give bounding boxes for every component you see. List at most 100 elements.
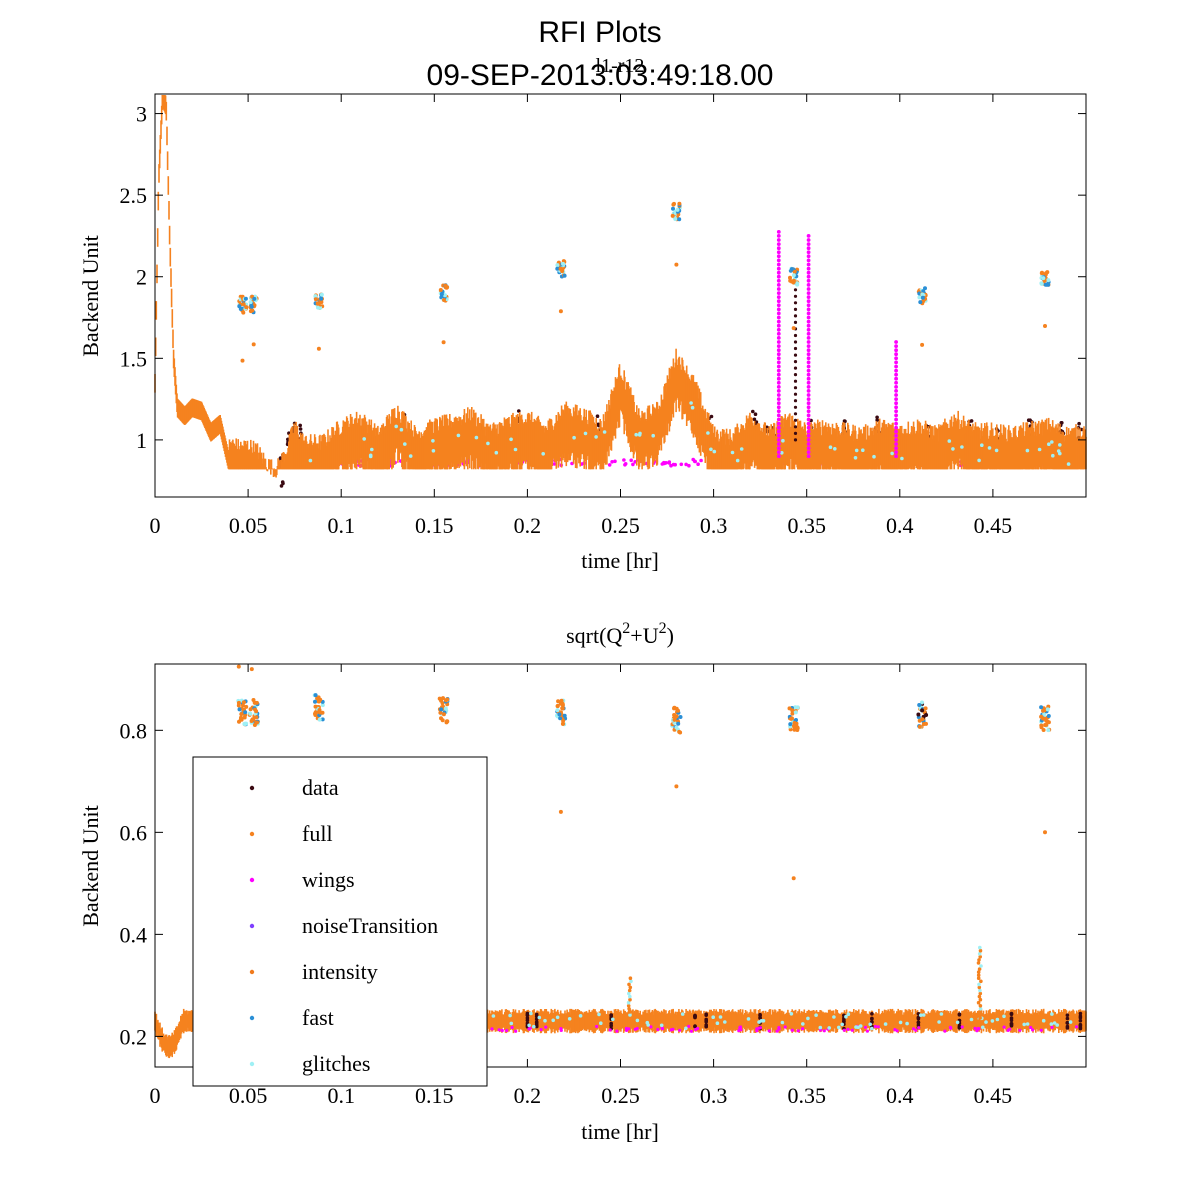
wings-spike-point xyxy=(894,360,898,365)
spike-point xyxy=(979,979,983,984)
data-spike-point xyxy=(793,379,798,383)
spike-point xyxy=(977,952,982,956)
glitch-point xyxy=(529,1011,533,1016)
legend-label-full: full xyxy=(302,821,333,846)
data-spike-point xyxy=(793,301,798,305)
data-spike-point xyxy=(793,392,798,396)
calibration-point xyxy=(1046,714,1051,718)
wings-spike-point xyxy=(776,356,781,361)
legend-marker-full xyxy=(249,831,255,837)
calibration-point xyxy=(555,704,560,709)
wings-spike-point xyxy=(806,327,811,332)
wings-point xyxy=(737,1029,741,1033)
calibration-point xyxy=(253,707,258,712)
data-point xyxy=(298,427,303,431)
x-tick-label: 0.25 xyxy=(601,513,640,538)
data-point xyxy=(693,1024,697,1028)
calibration-point xyxy=(437,696,442,701)
spike-point xyxy=(627,1007,631,1011)
wings-spike-point xyxy=(776,230,781,234)
outlier-point xyxy=(791,876,796,881)
data-spike-point xyxy=(793,333,798,338)
top-panel: 0 0.05 0.1 0.15 0.2 0.25 0.3 0.35 0.4 0.45 1 1.5 2 2… xyxy=(78,93,1087,573)
spike-point xyxy=(977,1013,982,1017)
wings-point xyxy=(656,1027,660,1032)
wings-spike-point xyxy=(776,385,781,389)
spike-point xyxy=(977,982,981,987)
wings-point xyxy=(539,1028,543,1032)
wings-spike-point xyxy=(894,409,898,414)
legend: data full wings noiseTransition intensity fas… xyxy=(192,756,488,1087)
glitch-point xyxy=(646,1023,650,1027)
data-point xyxy=(969,419,974,423)
wings-point xyxy=(873,1024,878,1029)
glitch-point xyxy=(872,454,876,459)
data-point xyxy=(957,1026,962,1030)
top-x-ticks: 0 0.05 0.1 0.15 0.2 0.25 0.3 0.35 0.4 0.45 xyxy=(150,94,1012,538)
calibration-point xyxy=(318,697,323,702)
data-point xyxy=(609,1013,613,1018)
wings-spike-point xyxy=(894,352,898,357)
calibration-point xyxy=(674,725,679,730)
calibration-point xyxy=(561,721,565,726)
data-point xyxy=(1009,1024,1014,1028)
calibration-point xyxy=(795,705,800,710)
glitch-point xyxy=(431,449,436,453)
glitch-point xyxy=(690,405,695,410)
wings-spike-point xyxy=(776,442,781,446)
glitch-point xyxy=(1052,1021,1057,1025)
spike-point xyxy=(976,961,981,965)
glitch-point xyxy=(659,1023,664,1028)
outlier-point xyxy=(674,262,679,267)
outlier-point xyxy=(236,664,241,669)
legend-marker-noiseTransition xyxy=(249,923,255,929)
outlier-point xyxy=(240,358,245,363)
glitch-point xyxy=(818,1025,823,1030)
legend-label-noiseTransition: noiseTransition xyxy=(302,913,438,938)
wings-point xyxy=(1050,1025,1054,1029)
outlier-point xyxy=(558,809,563,814)
wings-spike-point xyxy=(806,450,811,454)
wings-point xyxy=(622,458,626,462)
calibration-point xyxy=(248,707,253,712)
data-point xyxy=(758,1012,762,1017)
data-point xyxy=(758,1016,762,1020)
calibration-point xyxy=(320,717,325,722)
data-spike-point xyxy=(793,294,798,298)
glitch-point xyxy=(718,1015,723,1019)
data-spike-point xyxy=(793,431,798,435)
data-spike-point xyxy=(793,346,798,351)
data-point xyxy=(704,1023,708,1027)
spike-point xyxy=(627,988,632,993)
outlier-point xyxy=(920,342,925,347)
y-tick-label: 0.2 xyxy=(120,1024,148,1049)
glitch-point xyxy=(370,447,374,452)
glitch-point xyxy=(431,439,435,443)
wings-point xyxy=(623,463,627,467)
glitch-point xyxy=(399,427,404,432)
outlier-point xyxy=(249,667,254,672)
calibration-point xyxy=(794,718,798,722)
glitch-point xyxy=(789,1012,794,1016)
glitch-point xyxy=(977,458,981,463)
glitch-point xyxy=(486,441,490,446)
wings-spike-point xyxy=(776,331,781,336)
bottom-y-ticks: 0.2 0.4 0.6 0.8 xyxy=(120,718,1086,1049)
x-tick-label: 0.1 xyxy=(327,1083,355,1108)
wings-spike-point xyxy=(806,344,811,348)
wings-spike-point xyxy=(894,413,898,418)
calibration-point xyxy=(441,696,445,701)
wings-point xyxy=(876,1025,880,1029)
x-tick-label: 0.4 xyxy=(886,513,914,538)
wings-spike-point xyxy=(776,307,781,312)
glitch-point xyxy=(403,442,407,446)
data-point xyxy=(1078,1018,1083,1023)
glitch-point xyxy=(715,1021,720,1025)
wings-point xyxy=(687,1024,691,1028)
calibration-point xyxy=(317,717,322,722)
data-point xyxy=(279,484,284,488)
glitch-point xyxy=(1050,440,1054,444)
calibration-point xyxy=(788,722,793,727)
wings-spike-point xyxy=(776,242,781,247)
data-point xyxy=(1078,1025,1083,1030)
